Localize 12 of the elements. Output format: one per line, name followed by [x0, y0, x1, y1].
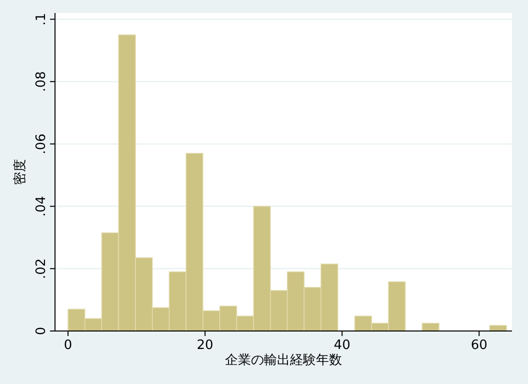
y-tick-label: .02: [34, 258, 49, 279]
x-tick-label: 0: [64, 338, 72, 353]
x-tick-label: 60: [470, 338, 488, 353]
y-tick-label: 0: [34, 326, 49, 336]
x-axis-title: 企業の輸出経験年数: [225, 353, 342, 368]
y-tick-label: .04: [34, 196, 49, 217]
y-tick-label: .08: [34, 71, 49, 92]
x-tick-label: 40: [334, 338, 350, 353]
y-axis-title: 密度: [12, 159, 28, 185]
y-tick-label: .06: [34, 134, 49, 154]
x-tick-label: 20: [196, 338, 214, 353]
y-tick-label: .1: [34, 13, 49, 26]
